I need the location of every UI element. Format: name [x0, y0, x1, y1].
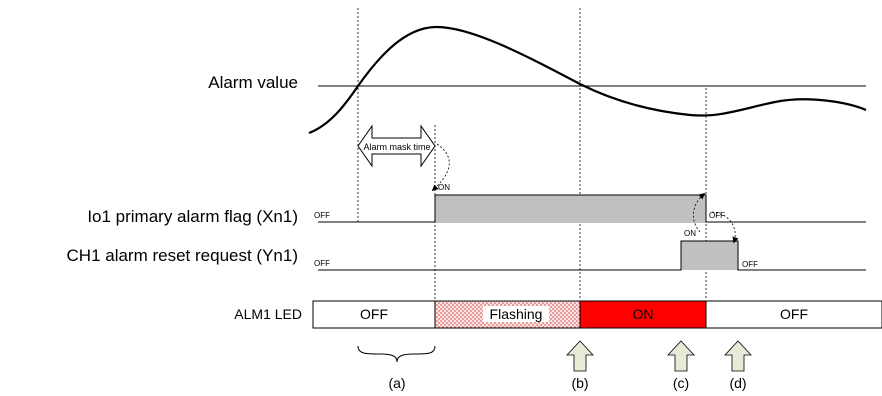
marker-a-label: (a): [388, 375, 405, 391]
reset-off-right: OFF: [742, 260, 758, 269]
led-segment-off-2: [705, 300, 882, 329]
marker-c-label: (c): [673, 375, 689, 391]
led-on-text: ON: [633, 306, 654, 322]
reset-on: ON: [684, 229, 696, 238]
alm-led-bar: [312, 300, 882, 329]
led-off-2-text: OFF: [780, 306, 808, 322]
reset-off-left: OFF: [314, 259, 330, 268]
flag-on-to-reset-arrow: [692, 192, 706, 233]
led-segment-off-1: [312, 300, 436, 329]
alarm-reset-request-signal: [318, 240, 866, 271]
interval-a-brace: [357, 345, 436, 363]
alm-led-label: ALM1 LED: [234, 306, 302, 322]
flag-off-left: OFF: [314, 211, 330, 220]
reset-to-flag-off-arrow: [711, 211, 739, 244]
led-flashing-text: Flashing: [490, 306, 543, 322]
primary-alarm-flag-signal: [318, 194, 866, 223]
alarm-mask-time-arrow: Alarm mask time: [357, 124, 436, 168]
marker-arrows: [566, 340, 752, 372]
primary-alarm-flag-label: Io1 primary alarm flag (Xn1): [87, 207, 298, 226]
flag-off-right: OFF: [709, 211, 725, 220]
alarm-value-label: Alarm value: [208, 73, 298, 92]
mask-to-on-arrow: [431, 143, 450, 192]
marker-arrow-b: [566, 340, 594, 372]
flag-on: ON: [438, 183, 450, 192]
marker-d-label: (d): [729, 375, 746, 391]
led-off-1-text: OFF: [360, 306, 388, 322]
marker-b-label: (b): [571, 375, 588, 391]
flashing-text-bg: [483, 306, 549, 322]
measured-value-curve: [308, 25, 867, 135]
alarm-reset-request-label: CH1 alarm reset request (Yn1): [67, 246, 298, 265]
alarm-mask-time-label: Alarm mask time: [363, 142, 430, 152]
marker-arrow-d: [724, 340, 752, 372]
led-segment-on: [579, 300, 707, 329]
marker-arrow-c: [667, 340, 695, 372]
